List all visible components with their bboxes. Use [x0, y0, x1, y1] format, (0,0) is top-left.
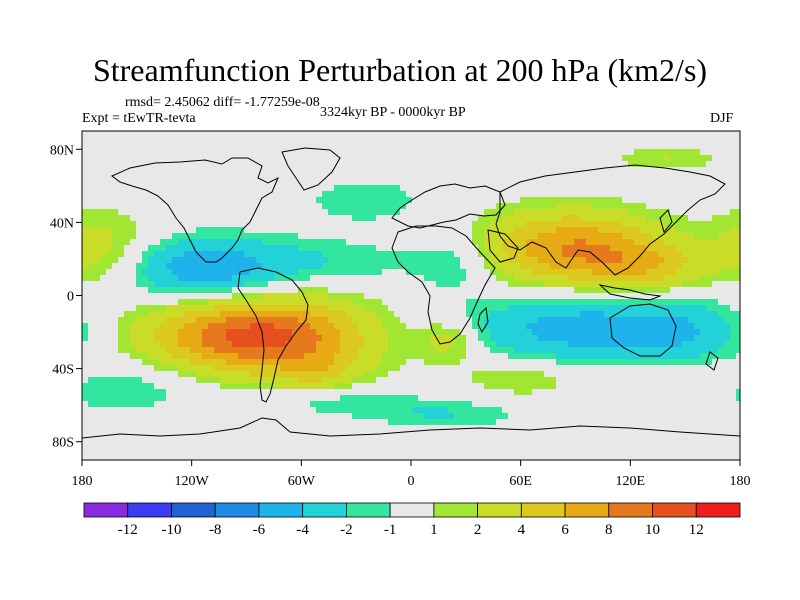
madagascar-coast	[477, 306, 489, 334]
colorbar-swatch	[171, 502, 216, 518]
lon-tick-label: 60E	[509, 474, 532, 489]
north-america-coast	[111, 157, 279, 263]
colorbar-label: 12	[689, 522, 704, 538]
lon-tick-label: 0	[408, 474, 415, 489]
map-axes: 80N 40N 0 40S 80S 180 120W 60W 0 60E 120E 180	[50, 143, 751, 489]
colorbar-label: -4	[296, 522, 309, 538]
colorbar-swatch	[608, 502, 653, 518]
colorbar-label: -6	[253, 522, 266, 538]
contour-field	[82, 131, 740, 460]
colorbar-swatch	[695, 502, 741, 518]
colorbar-swatch	[477, 502, 522, 518]
colorbar-label: 2	[474, 522, 482, 538]
colorbar-swatch	[564, 502, 610, 518]
greenland-coast	[281, 147, 341, 191]
new-zealand-coast	[705, 351, 719, 371]
europe-coast	[391, 183, 506, 229]
south-america-coast	[237, 267, 309, 403]
colorbar-swatch	[520, 502, 566, 518]
lat-tick-label: 80N	[50, 143, 74, 158]
lon-tick-label: 60W	[288, 474, 316, 489]
colorbar-swatch	[652, 502, 697, 518]
lat-tick-label: 40N	[50, 216, 74, 231]
colorbar-swatch	[127, 502, 172, 518]
colorbar-swatch	[258, 502, 304, 518]
colorbar: -12 -10 -8 -6 -4 -2 -1 1 2 4 6 8 10 12	[83, 502, 741, 538]
indonesia-coast	[598, 284, 662, 301]
colorbar-label: -8	[209, 522, 222, 538]
experiment-label: Expt = tEwTR-tevta	[82, 111, 196, 126]
colorbar-swatch	[345, 502, 391, 518]
lon-tick-label: 180	[72, 474, 93, 489]
colorbar-swatch	[214, 502, 260, 518]
lat-tick-label: 40S	[52, 363, 74, 378]
colorbar-label: -1	[384, 522, 397, 538]
lon-tick-label: 120E	[616, 474, 646, 489]
antarctica-coast	[82, 417, 740, 439]
colorbar-label: -12	[118, 522, 138, 538]
colorbar-label: -10	[161, 522, 181, 538]
colorbar-swatch	[389, 502, 435, 518]
colorbar-label: 8	[605, 522, 613, 538]
lat-tick-label: 0	[67, 290, 74, 305]
colorbar-swatch	[433, 502, 479, 518]
colorbar-label: -2	[340, 522, 353, 538]
period-label: 3324kyr BP - 0000kyr BP	[320, 105, 466, 120]
colorbar-label: 4	[518, 522, 526, 538]
australia-coast	[609, 303, 677, 357]
africa-coast	[391, 225, 496, 345]
japan-coast	[659, 209, 673, 234]
plot-title: Streamfunction Perturbation at 200 hPa (…	[92, 52, 708, 88]
colorbar-label: 10	[645, 522, 660, 538]
colorbar-swatch	[302, 502, 347, 518]
coastlines	[82, 147, 740, 439]
lat-tick-label: 80S	[52, 436, 74, 451]
lon-tick-label: 120W	[175, 474, 210, 489]
colorbar-swatch	[83, 502, 129, 518]
asia-coast	[495, 164, 726, 276]
lon-tick-label: 180	[730, 474, 751, 489]
stats-text: rmsd= 2.45062 diff= -1.77259e-08	[125, 95, 320, 110]
colorbar-label: 6	[561, 522, 569, 538]
season-label: DJF	[710, 111, 734, 126]
arabia-coast	[487, 229, 519, 263]
colorbar-label: 1	[430, 522, 438, 538]
